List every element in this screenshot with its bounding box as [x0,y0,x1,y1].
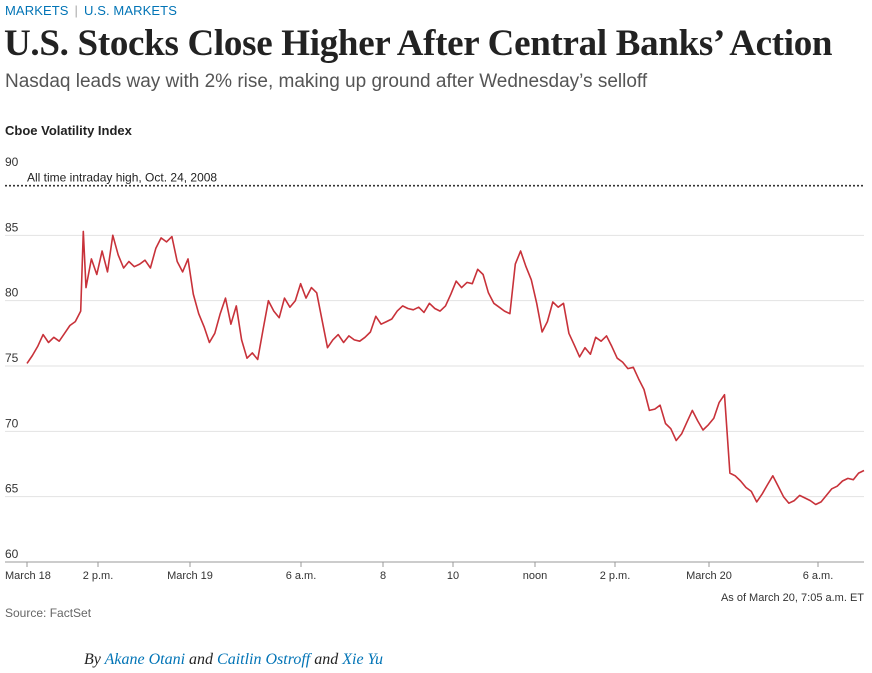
y-tick-label: 65 [5,482,19,496]
grid-layer [5,234,864,563]
breadcrumb: MARKETS | U.S. MARKETS [5,3,177,18]
source-note: Source: FactSet [5,606,92,620]
all-time-high-label: All time intraday high, Oct. 24, 2008 [27,171,217,185]
byline: By Akane Otani and Caitlin Ostroff and X… [84,651,383,669]
y-tick-label: 70 [5,416,19,430]
x-tick-label: March 18 [5,570,51,582]
breadcrumb-us-markets-link[interactable]: U.S. MARKETS [84,3,177,18]
x-axis-ticks: March 18 2 p.m. March 19 6 a.m. 8 10 noon 2 p.m… [5,562,833,582]
y-axis-ticks: 90 85 80 75 70 65 60 [5,155,19,561]
vix-series-line [26,230,865,506]
x-tick-label: 6 a.m. [803,570,834,582]
x-tick-label: March 19 [167,570,213,582]
author-link-1[interactable]: Akane Otani [104,651,186,668]
vix-line-chart: 90 85 80 75 70 65 60 All time intraday high, O… [5,155,865,604]
y-tick-label: 90 [5,155,19,169]
as-of-label: As of March 20, 7:05 a.m. ET [721,592,864,604]
x-tick-label: 8 [380,570,386,582]
breadcrumb-markets-link[interactable]: MARKETS [5,3,69,18]
x-tick-label: 6 a.m. [286,570,317,582]
breadcrumb-separator: | [74,3,79,18]
x-tick-label: March 20 [686,570,732,582]
y-tick-label: 80 [5,286,19,300]
x-tick-label: noon [523,570,547,582]
dek: Nasdaq leads way with 2% rise, making up… [5,71,648,92]
author-link-2[interactable]: Caitlin Ostroff [217,651,311,668]
byline-conjunction-2: and [314,651,339,668]
y-tick-label: 85 [5,220,19,234]
byline-prefix: By [84,651,101,668]
x-tick-label: 2 p.m. [83,570,114,582]
author-link-3[interactable]: Xie Yu [342,651,383,668]
x-tick-label: 2 p.m. [600,570,631,582]
x-tick-label: 10 [447,570,459,582]
headline: U.S. Stocks Close Higher After Central B… [4,23,833,64]
byline-conjunction-1: and [189,651,214,668]
chart-title: Cboe Volatility Index [5,123,132,138]
y-tick-label: 75 [5,351,19,365]
y-tick-label: 60 [5,547,19,561]
